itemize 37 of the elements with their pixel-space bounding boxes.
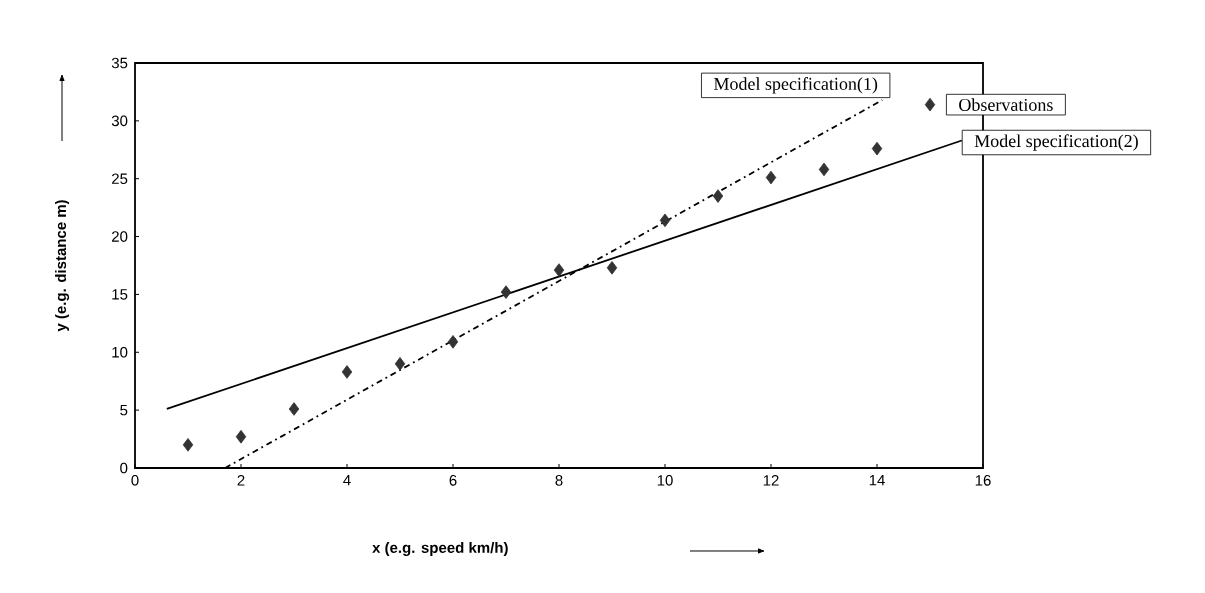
x-tick-label: 8 xyxy=(555,475,563,486)
x-tick-label: 6 xyxy=(449,475,457,486)
point xyxy=(712,189,724,203)
x-tick-label: 12 xyxy=(763,475,779,486)
x-axis-title: x (e.g. speed km/h) xyxy=(372,541,508,556)
point xyxy=(341,365,353,379)
y-tick-label: 25 xyxy=(112,173,128,185)
point xyxy=(288,402,300,416)
y-tick-label: 35 xyxy=(111,57,128,69)
point xyxy=(606,261,618,275)
x-tick-label: 4 xyxy=(343,475,351,486)
x-tick-label: 2 xyxy=(237,475,245,486)
point xyxy=(765,170,777,185)
series-label: Model specification(2) xyxy=(974,134,1138,151)
y-tick-label: 15 xyxy=(112,289,128,300)
point xyxy=(553,263,565,277)
point xyxy=(659,213,671,228)
point xyxy=(394,357,406,371)
y-tick-label: 0 xyxy=(120,462,128,474)
series-label: Model specification(1) xyxy=(713,77,878,94)
point xyxy=(235,429,247,444)
y-axis-title: y (e.g. distance m) xyxy=(55,200,70,332)
series-label: Observations xyxy=(959,98,1053,111)
x-tick-label: 0 xyxy=(131,475,139,486)
point xyxy=(924,97,936,112)
point xyxy=(447,335,459,349)
point xyxy=(182,438,194,452)
x-tick-label: 10 xyxy=(657,475,673,486)
x-tick-label: 16 xyxy=(975,475,991,486)
point xyxy=(818,162,830,177)
x-tick-label: 14 xyxy=(869,475,885,486)
y-tick-label: 30 xyxy=(111,115,128,127)
y-tick-label: 10 xyxy=(112,346,128,358)
y-tick-label: 5 xyxy=(120,404,128,416)
point xyxy=(500,285,512,299)
y-tick-label: 20 xyxy=(112,231,128,242)
point xyxy=(871,141,883,156)
